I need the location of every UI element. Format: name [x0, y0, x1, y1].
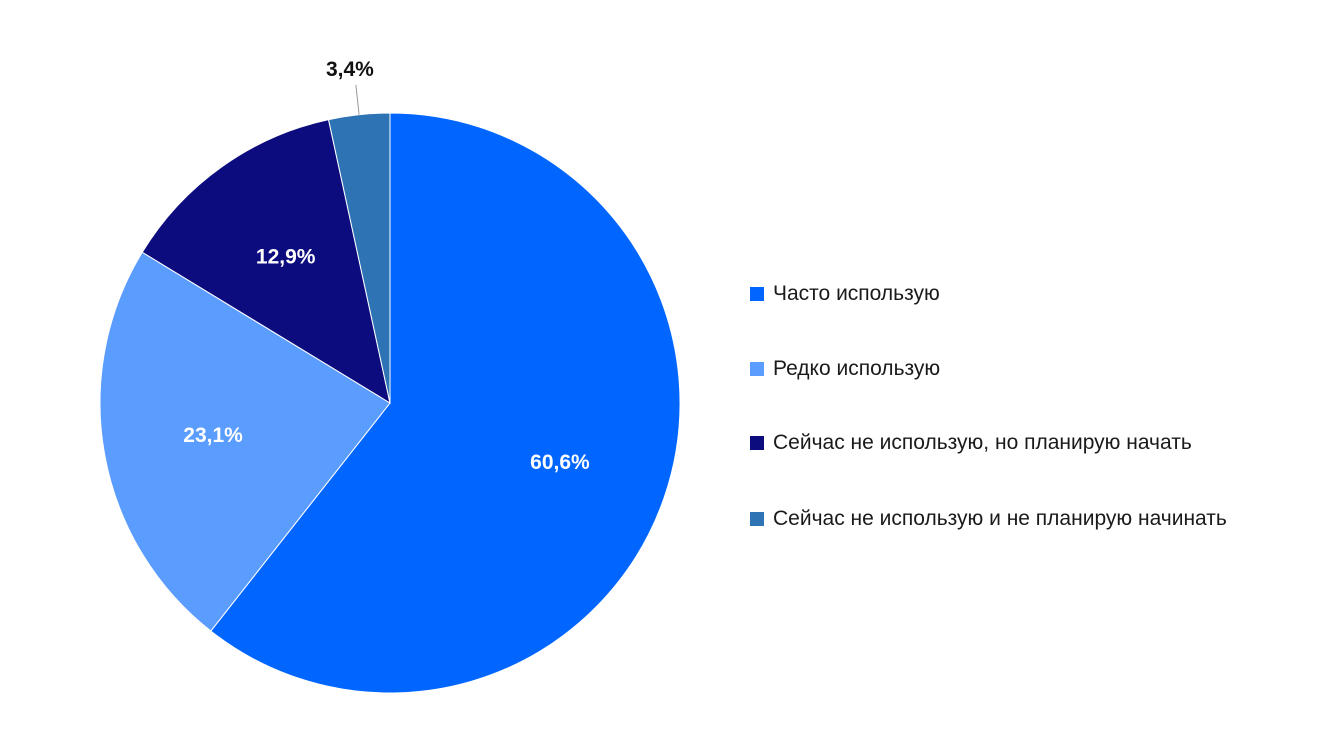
- slice-often: [210, 112, 681, 694]
- slice-rarely: [99, 251, 391, 632]
- data-label: 60,6%: [530, 451, 590, 474]
- legend-swatch: [750, 287, 764, 301]
- legend-label: Часто использую: [773, 282, 940, 305]
- legend-label: Сейчас не использую, но планирую начать: [773, 431, 1192, 454]
- legend-swatch: [750, 362, 764, 376]
- data-label: 12,9%: [256, 246, 316, 269]
- legend-item-no-plan: Сейчас не использую и не планирую начина…: [750, 507, 1243, 535]
- legend-label: Сейчас не использую и не планирую начина…: [773, 507, 1227, 530]
- data-label: 23,1%: [183, 424, 243, 447]
- legend-item-plan-to-start: Сейчас не использую, но планирую начать: [750, 431, 1243, 459]
- legend-label: Редко использую: [773, 357, 941, 380]
- legend-item-often: Часто использую: [750, 282, 1243, 310]
- slice-plan-to-start: [141, 118, 391, 405]
- data-label: 3,4%: [326, 58, 374, 81]
- legend-swatch: [750, 512, 764, 526]
- slice-no-plan: [327, 112, 391, 404]
- legend-item-rarely: Редко использую: [750, 357, 1243, 385]
- pie-labels: 60,6% 23,1% 12,9% 3,4%: [183, 58, 590, 474]
- leader-line: [355, 84, 360, 115]
- legend-swatch: [750, 436, 764, 450]
- pie-slices: [99, 112, 681, 694]
